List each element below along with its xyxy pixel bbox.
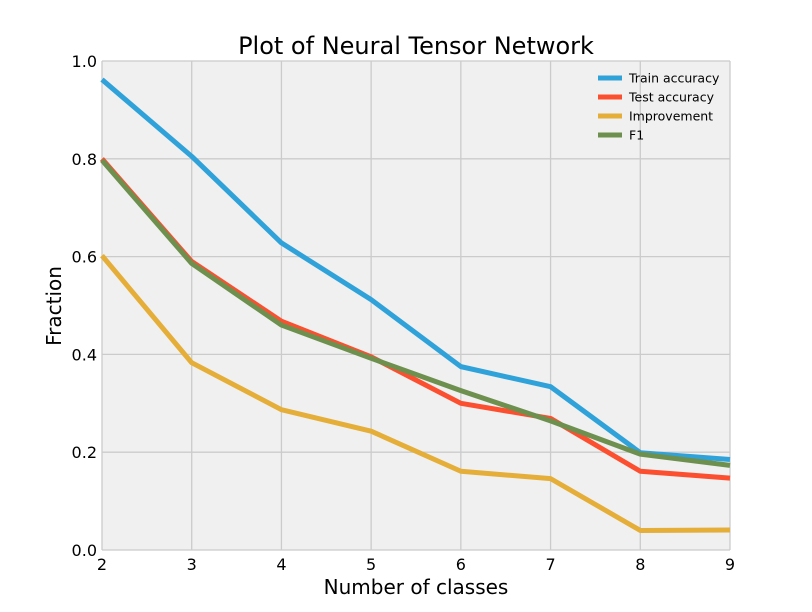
- y-axis-label: Fraction: [42, 266, 66, 346]
- series-line-improvement: [100, 254, 731, 533]
- legend-label: Improvement: [629, 109, 713, 124]
- series-line-train-accuracy: [100, 77, 731, 463]
- plot-area: [102, 61, 730, 550]
- y-tick-label: 0.4: [72, 345, 97, 364]
- y-tick-label: 0.2: [72, 443, 97, 462]
- x-tick-label: 4: [276, 555, 286, 574]
- chart-title: Plot of Neural Tensor Network: [238, 32, 594, 60]
- x-tick-label: 2: [97, 555, 107, 574]
- y-tick-labels: 0.0 0.2 0.4 0.6 0.8 1.0: [72, 52, 97, 560]
- y-tick-label: 0.6: [72, 248, 97, 267]
- legend-label: Train accuracy: [628, 71, 720, 86]
- x-tick-label: 5: [366, 555, 376, 574]
- x-tick-label: 9: [725, 555, 735, 574]
- x-axis-label: Number of classes: [324, 575, 509, 599]
- y-tick-label: 1.0: [72, 52, 97, 71]
- x-tick-labels: 2 3 4 5 6 7 8 9: [97, 555, 735, 574]
- y-tick-label: 0.8: [72, 150, 97, 169]
- legend: Train accuracy Test accuracy Improvement F1: [598, 71, 720, 143]
- x-tick-label: 8: [635, 555, 645, 574]
- series-line-f1: [100, 158, 731, 468]
- x-tick-label: 7: [545, 555, 555, 574]
- x-tick-label: 6: [456, 555, 466, 574]
- x-tick-label: 3: [187, 555, 197, 574]
- legend-label: Test accuracy: [628, 90, 715, 105]
- series-layer: [100, 77, 731, 533]
- legend-label: F1: [629, 128, 644, 143]
- y-tick-label: 0.0: [72, 541, 97, 560]
